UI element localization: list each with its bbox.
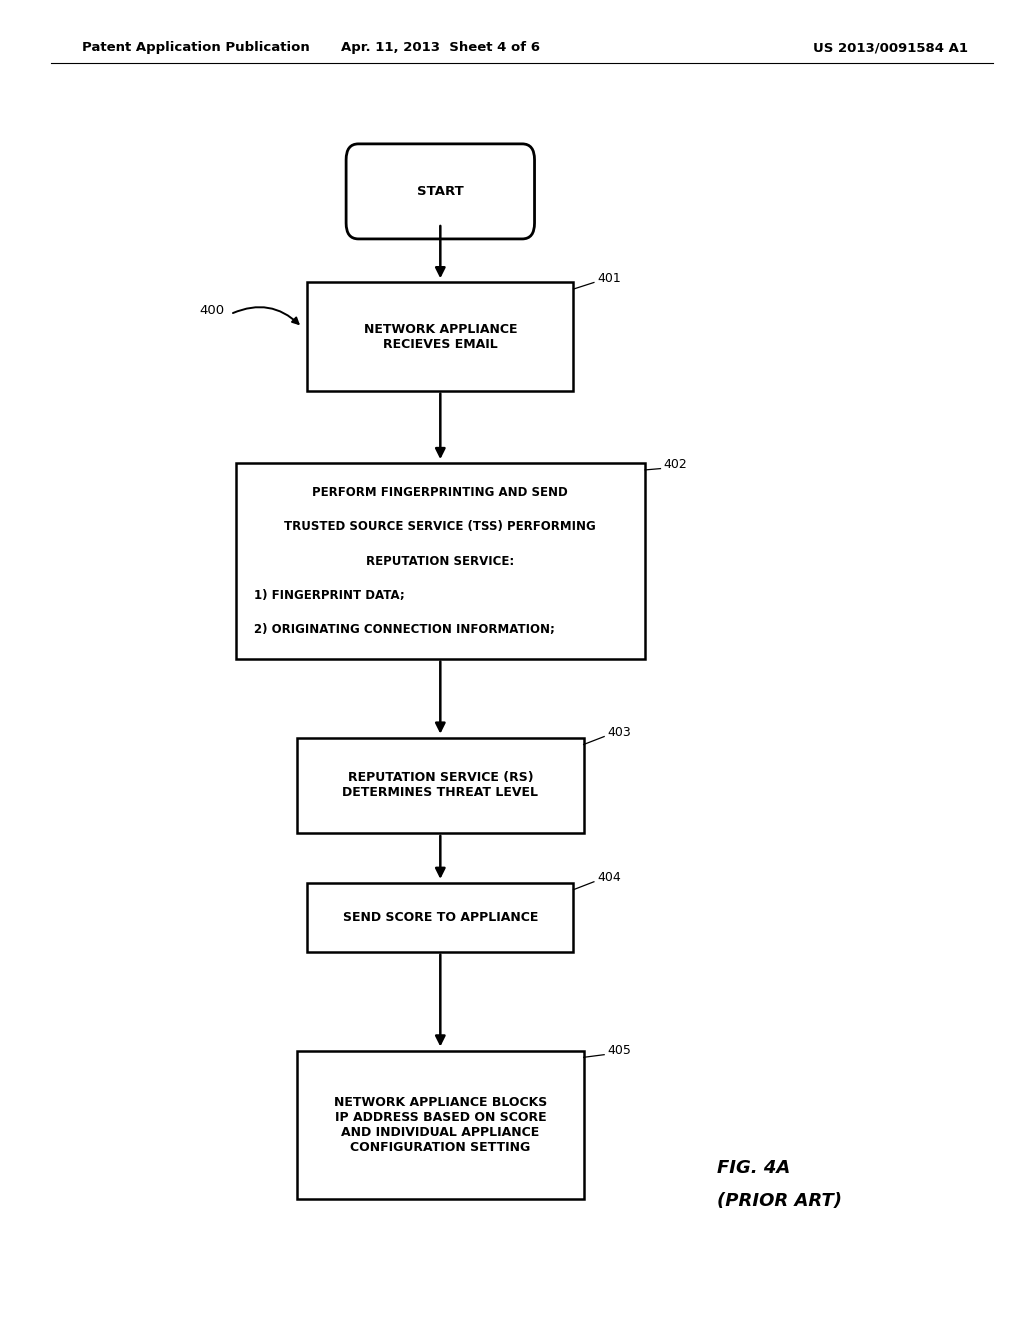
Bar	[297, 738, 584, 833]
Text: 405: 405	[607, 1044, 631, 1057]
Text: REPUTATION SERVICE:: REPUTATION SERVICE:	[367, 554, 514, 568]
Text: 1) FINGERPRINT DATA;: 1) FINGERPRINT DATA;	[254, 589, 404, 602]
Text: NETWORK APPLIANCE BLOCKS
IP ADDRESS BASED ON SCORE
AND INDIVIDUAL APPLIANCE
CONF: NETWORK APPLIANCE BLOCKS IP ADDRESS BASE…	[334, 1096, 547, 1154]
Text: 401: 401	[597, 272, 621, 285]
Text: FIG. 4A: FIG. 4A	[717, 1159, 791, 1177]
Text: Patent Application Publication: Patent Application Publication	[82, 41, 309, 54]
Text: START: START	[417, 185, 464, 198]
Text: 403: 403	[607, 726, 631, 739]
Bar	[307, 282, 573, 391]
Bar	[297, 1051, 584, 1199]
Text: 400: 400	[200, 304, 225, 317]
Text: PERFORM FINGERPRINTING AND SEND: PERFORM FINGERPRINTING AND SEND	[312, 486, 568, 499]
Text: Apr. 11, 2013  Sheet 4 of 6: Apr. 11, 2013 Sheet 4 of 6	[341, 41, 540, 54]
Text: TRUSTED SOURCE SERVICE (TSS) PERFORMING: TRUSTED SOURCE SERVICE (TSS) PERFORMING	[285, 520, 596, 533]
Text: 2) ORIGINATING CONNECTION INFORMATION;: 2) ORIGINATING CONNECTION INFORMATION;	[254, 623, 555, 636]
Bar	[307, 883, 573, 952]
Text: NETWORK APPLIANCE
RECIEVES EMAIL: NETWORK APPLIANCE RECIEVES EMAIL	[364, 322, 517, 351]
Text: US 2013/0091584 A1: US 2013/0091584 A1	[813, 41, 969, 54]
Text: 404: 404	[597, 871, 621, 884]
Text: REPUTATION SERVICE (RS)
DETERMINES THREAT LEVEL: REPUTATION SERVICE (RS) DETERMINES THREA…	[342, 771, 539, 800]
Text: (PRIOR ART): (PRIOR ART)	[717, 1192, 842, 1210]
Text: SEND SCORE TO APPLIANCE: SEND SCORE TO APPLIANCE	[343, 911, 538, 924]
FancyBboxPatch shape	[346, 144, 535, 239]
Text: 402: 402	[664, 458, 687, 471]
Bar	[236, 463, 645, 659]
